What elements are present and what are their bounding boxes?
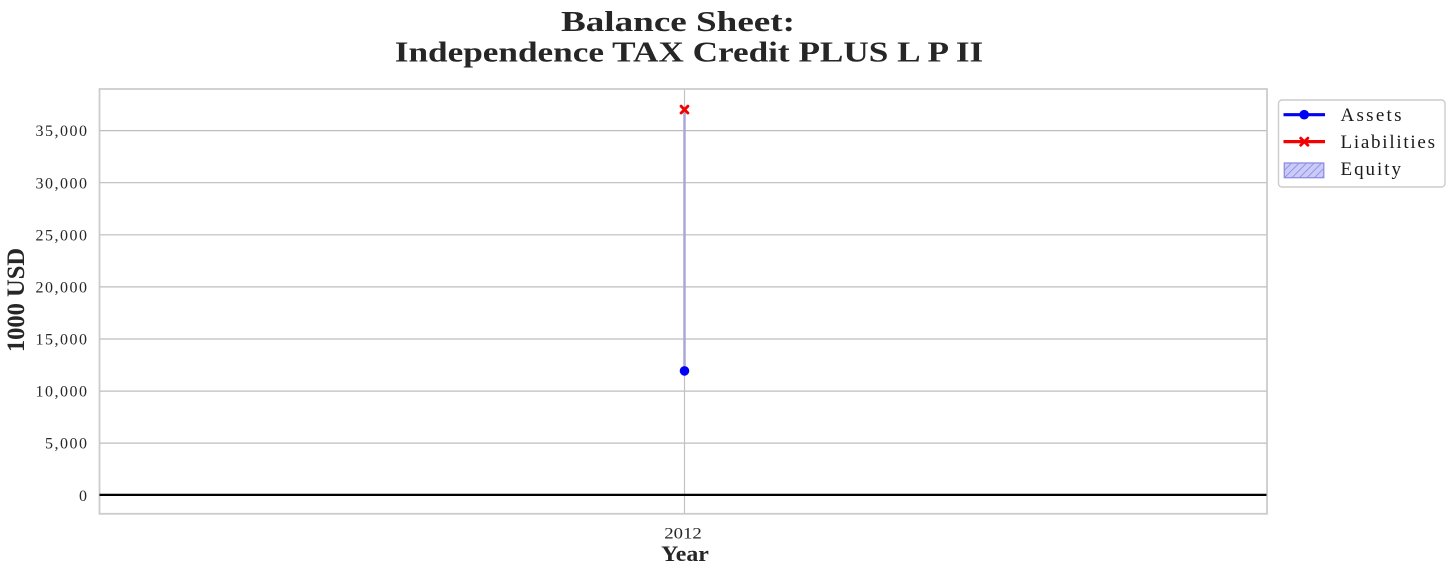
svg-text:Balance Sheet:: Balance Sheet: <box>561 6 795 38</box>
svg-text:35,000: 35,000 <box>36 123 88 140</box>
svg-text:2012: 2012 <box>664 526 702 543</box>
svg-text:Assets: Assets <box>1341 105 1402 126</box>
svg-text:15,000: 15,000 <box>36 332 88 349</box>
svg-text:Equity: Equity <box>1341 159 1402 180</box>
svg-text:30,000: 30,000 <box>36 175 88 192</box>
svg-text:20,000: 20,000 <box>36 280 88 297</box>
svg-text:5,000: 5,000 <box>45 436 87 453</box>
svg-text:Year: Year <box>661 541 709 566</box>
svg-text:10,000: 10,000 <box>36 384 88 401</box>
svg-text:1000 USD: 1000 USD <box>2 248 30 352</box>
svg-text:Independence TAX Credit PLUS L: Independence TAX Credit PLUS L P II <box>395 37 984 69</box>
svg-text:25,000: 25,000 <box>36 227 88 244</box>
svg-text:0: 0 <box>79 488 87 505</box>
